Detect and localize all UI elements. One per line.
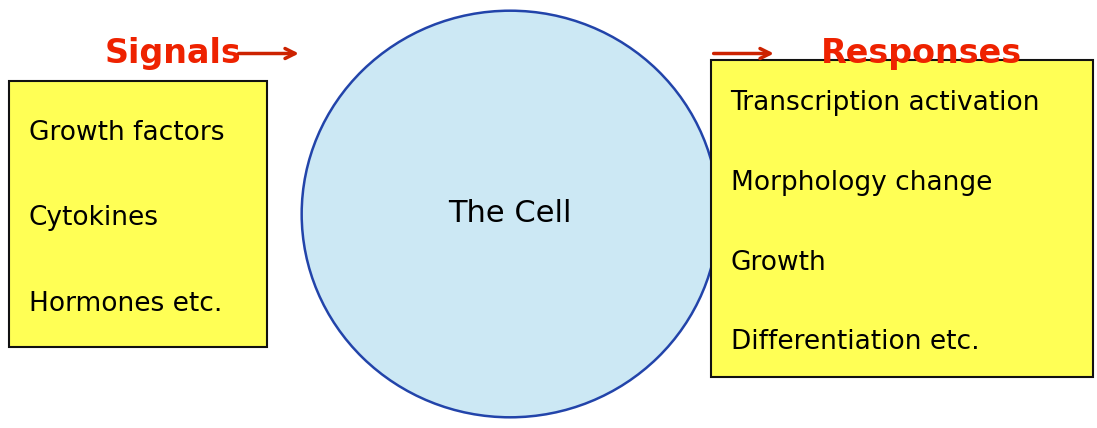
Text: Cytokines: Cytokines: [29, 205, 159, 231]
Text: The Cell: The Cell: [449, 199, 572, 229]
Text: Signals: Signals: [104, 37, 241, 70]
Text: Morphology change: Morphology change: [731, 169, 992, 196]
Text: Hormones etc.: Hormones etc.: [29, 291, 222, 317]
Text: Growth factors: Growth factors: [29, 120, 224, 146]
Ellipse shape: [302, 11, 719, 417]
Text: Transcription activation: Transcription activation: [731, 90, 1040, 116]
FancyBboxPatch shape: [9, 81, 267, 347]
Text: Differentiation etc.: Differentiation etc.: [731, 330, 980, 355]
Text: Growth: Growth: [731, 250, 826, 276]
Text: Responses: Responses: [821, 37, 1022, 70]
FancyBboxPatch shape: [711, 60, 1093, 377]
